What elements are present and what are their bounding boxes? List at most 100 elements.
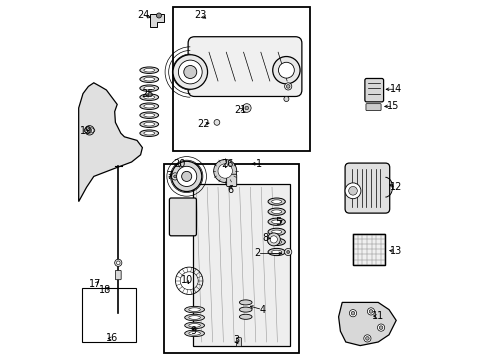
Text: 10: 10	[180, 275, 193, 285]
Ellipse shape	[185, 306, 204, 313]
Text: 19: 19	[80, 126, 92, 136]
Text: 14: 14	[390, 84, 402, 94]
Circle shape	[172, 161, 202, 192]
Ellipse shape	[140, 94, 159, 100]
Circle shape	[285, 83, 292, 90]
Polygon shape	[149, 14, 164, 27]
Ellipse shape	[185, 322, 204, 329]
Circle shape	[284, 96, 289, 102]
Circle shape	[369, 310, 373, 313]
Text: 12: 12	[390, 182, 402, 192]
Ellipse shape	[144, 131, 155, 135]
Circle shape	[214, 120, 220, 125]
Text: 18: 18	[99, 285, 111, 295]
FancyBboxPatch shape	[116, 270, 121, 280]
Circle shape	[174, 175, 176, 178]
Ellipse shape	[144, 113, 155, 117]
Circle shape	[366, 337, 369, 340]
FancyBboxPatch shape	[188, 37, 302, 96]
FancyBboxPatch shape	[366, 104, 381, 111]
Ellipse shape	[140, 112, 159, 118]
Circle shape	[184, 66, 197, 78]
Ellipse shape	[144, 86, 155, 90]
Circle shape	[176, 166, 197, 186]
Text: 26: 26	[221, 159, 233, 169]
Ellipse shape	[140, 103, 159, 109]
Ellipse shape	[140, 85, 159, 91]
FancyBboxPatch shape	[227, 174, 237, 186]
Text: 6: 6	[227, 185, 234, 195]
Polygon shape	[339, 302, 396, 346]
Ellipse shape	[268, 238, 285, 246]
Circle shape	[173, 55, 208, 89]
Text: 23: 23	[194, 10, 206, 20]
Circle shape	[285, 248, 292, 256]
Text: 9: 9	[191, 326, 197, 336]
Circle shape	[349, 186, 357, 195]
Ellipse shape	[140, 121, 159, 127]
Ellipse shape	[240, 314, 252, 319]
Bar	[173, 7, 310, 151]
Circle shape	[270, 236, 277, 243]
Ellipse shape	[271, 210, 282, 213]
Text: 20: 20	[173, 159, 186, 169]
Circle shape	[156, 13, 162, 18]
Ellipse shape	[189, 316, 200, 319]
Ellipse shape	[144, 95, 155, 99]
Bar	[353, 234, 386, 265]
Circle shape	[172, 173, 179, 180]
Text: 15: 15	[387, 101, 399, 111]
FancyBboxPatch shape	[170, 198, 196, 236]
Ellipse shape	[271, 250, 282, 254]
Ellipse shape	[144, 104, 155, 108]
Circle shape	[349, 310, 357, 317]
Ellipse shape	[189, 332, 200, 335]
Text: 22: 22	[197, 119, 210, 129]
Text: 24: 24	[137, 10, 149, 20]
Circle shape	[243, 104, 251, 112]
Ellipse shape	[271, 240, 282, 244]
Text: 11: 11	[372, 311, 384, 321]
Circle shape	[287, 251, 290, 253]
Circle shape	[379, 326, 383, 329]
Ellipse shape	[268, 218, 285, 225]
Ellipse shape	[185, 330, 204, 337]
Circle shape	[182, 171, 192, 181]
Circle shape	[115, 259, 122, 266]
Circle shape	[364, 335, 371, 342]
Ellipse shape	[189, 324, 200, 327]
Circle shape	[214, 159, 237, 183]
Circle shape	[351, 311, 355, 315]
Text: 8: 8	[263, 233, 269, 243]
Ellipse shape	[271, 230, 282, 234]
Ellipse shape	[271, 220, 282, 224]
Circle shape	[245, 106, 248, 110]
Ellipse shape	[240, 307, 252, 312]
Text: 25: 25	[141, 89, 153, 99]
FancyBboxPatch shape	[236, 338, 242, 346]
Circle shape	[218, 164, 232, 178]
Polygon shape	[79, 83, 143, 202]
Text: 16: 16	[106, 333, 118, 343]
Ellipse shape	[140, 67, 159, 73]
Ellipse shape	[144, 68, 155, 72]
Circle shape	[278, 62, 294, 78]
Bar	[82, 288, 136, 342]
Circle shape	[377, 324, 385, 331]
Bar	[353, 234, 386, 265]
Text: 3: 3	[233, 335, 239, 345]
Ellipse shape	[268, 198, 285, 205]
Ellipse shape	[268, 208, 285, 215]
Ellipse shape	[140, 76, 159, 82]
Text: 7: 7	[166, 171, 172, 181]
Ellipse shape	[185, 314, 204, 321]
Text: 2: 2	[254, 248, 261, 258]
Text: 1: 1	[256, 159, 262, 169]
Text: 5: 5	[275, 217, 281, 228]
Text: 4: 4	[259, 305, 266, 315]
Bar	[164, 164, 299, 353]
Text: 17: 17	[89, 279, 102, 289]
Circle shape	[368, 308, 374, 315]
Ellipse shape	[240, 300, 252, 305]
Circle shape	[273, 57, 300, 84]
